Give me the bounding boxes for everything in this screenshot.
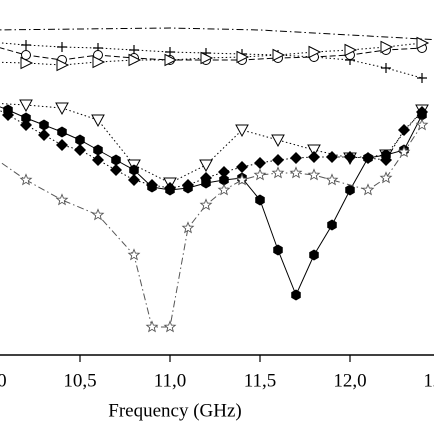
marker <box>93 144 103 156</box>
marker <box>55 193 69 206</box>
x-tick-label: 10,5 <box>63 370 96 391</box>
marker <box>290 152 302 164</box>
x-axis-label: Frequency (GHz) <box>108 400 241 421</box>
marker <box>363 152 373 164</box>
marker <box>417 109 427 121</box>
marker <box>271 166 285 179</box>
marker <box>254 157 266 169</box>
marker <box>199 159 213 173</box>
marker <box>345 184 355 196</box>
marker <box>344 151 356 163</box>
marker <box>361 183 375 196</box>
marker <box>38 129 50 141</box>
marker <box>398 124 410 136</box>
marker <box>165 184 175 196</box>
marker <box>326 151 338 163</box>
marker <box>164 53 178 67</box>
marker <box>327 219 337 231</box>
marker <box>272 48 286 62</box>
marker <box>199 198 213 211</box>
marker <box>183 182 193 194</box>
marker <box>92 154 104 166</box>
x-tick-label: 12,5 <box>423 370 434 391</box>
marker <box>91 114 105 128</box>
marker <box>56 139 68 151</box>
x-tick-label: 11,0 <box>154 370 187 391</box>
marker <box>381 63 391 73</box>
marker <box>3 104 13 116</box>
marker <box>19 99 33 113</box>
series-line <box>0 124 423 328</box>
marker <box>74 144 86 156</box>
marker <box>91 208 105 221</box>
marker <box>128 53 142 67</box>
marker <box>272 154 284 166</box>
x-tick-label: 12,0 <box>333 370 366 391</box>
x-tick-label: 10,0 <box>0 370 7 391</box>
marker <box>255 194 265 206</box>
x-tick-label: 11,5 <box>244 370 277 391</box>
marker <box>20 119 32 131</box>
marker <box>397 145 411 158</box>
marker <box>181 221 195 234</box>
series-line <box>0 27 434 41</box>
marker <box>19 173 33 186</box>
marker <box>291 289 301 301</box>
marker <box>308 151 320 163</box>
plot-area <box>0 27 434 333</box>
marker <box>219 174 229 186</box>
marker <box>163 320 177 333</box>
marker <box>381 149 391 161</box>
marker <box>236 50 250 64</box>
marker <box>21 112 31 124</box>
marker <box>417 73 427 83</box>
marker <box>21 40 31 50</box>
marker <box>145 320 159 333</box>
marker <box>200 51 214 65</box>
marker <box>201 177 211 189</box>
marker <box>253 168 267 181</box>
marker <box>111 154 121 166</box>
marker <box>39 119 49 131</box>
marker <box>127 248 141 261</box>
marker <box>416 36 430 50</box>
marker <box>92 55 106 69</box>
marker <box>289 166 303 179</box>
marker <box>57 42 67 52</box>
marker <box>380 40 394 54</box>
marker <box>271 134 285 148</box>
marker <box>217 183 231 196</box>
marker <box>309 249 319 261</box>
marker <box>307 144 321 158</box>
marker <box>325 173 339 186</box>
marker <box>110 164 122 176</box>
marker <box>308 45 322 59</box>
marker <box>307 168 321 181</box>
marker <box>379 171 393 184</box>
marker <box>75 134 85 146</box>
marker <box>128 174 140 186</box>
marker <box>56 58 70 72</box>
marker <box>236 161 248 173</box>
marker <box>235 173 249 186</box>
marker <box>344 43 358 57</box>
marker <box>147 181 157 193</box>
marker <box>273 244 283 256</box>
marker <box>235 124 249 138</box>
marker <box>415 118 429 131</box>
marker <box>20 56 34 70</box>
marker <box>218 166 230 178</box>
marker <box>55 102 69 116</box>
marker <box>57 126 67 138</box>
marker <box>129 164 139 176</box>
